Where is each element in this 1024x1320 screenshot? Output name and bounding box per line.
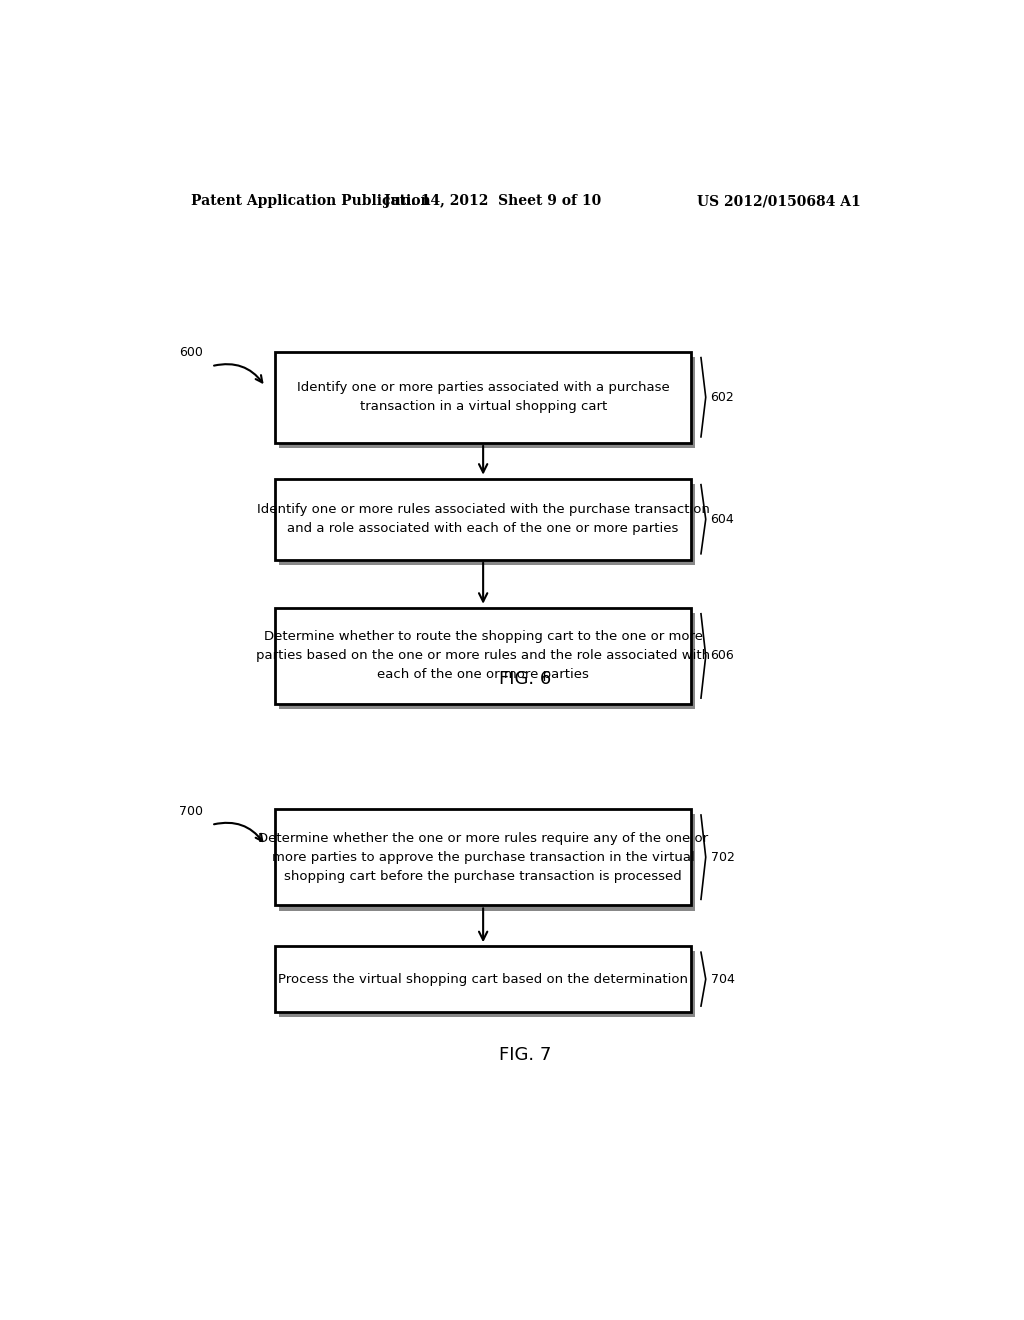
FancyBboxPatch shape <box>274 351 691 444</box>
Text: Jun. 14, 2012  Sheet 9 of 10: Jun. 14, 2012 Sheet 9 of 10 <box>384 194 602 209</box>
Text: Patent Application Publication: Patent Application Publication <box>191 194 431 209</box>
FancyBboxPatch shape <box>279 483 695 565</box>
FancyBboxPatch shape <box>279 612 695 709</box>
FancyBboxPatch shape <box>279 814 695 911</box>
Text: 604: 604 <box>711 512 734 525</box>
Text: Identify one or more parties associated with a purchase
transaction in a virtual: Identify one or more parties associated … <box>297 381 670 413</box>
Text: 700: 700 <box>179 805 204 818</box>
Text: Identify one or more rules associated with the purchase transaction
and a role a: Identify one or more rules associated wi… <box>257 503 710 535</box>
Text: Determine whether to route the shopping cart to the one or more
parties based on: Determine whether to route the shopping … <box>256 631 711 681</box>
FancyBboxPatch shape <box>274 809 691 906</box>
Text: 600: 600 <box>179 346 204 359</box>
Text: 602: 602 <box>711 391 734 404</box>
Text: Process the virtual shopping cart based on the determination: Process the virtual shopping cart based … <box>279 973 688 986</box>
Text: FIG. 6: FIG. 6 <box>499 669 551 688</box>
FancyBboxPatch shape <box>274 479 691 560</box>
FancyBboxPatch shape <box>279 356 695 447</box>
Text: 702: 702 <box>711 850 734 863</box>
Text: 606: 606 <box>711 649 734 663</box>
FancyBboxPatch shape <box>274 946 691 1012</box>
Text: US 2012/0150684 A1: US 2012/0150684 A1 <box>697 194 860 209</box>
FancyBboxPatch shape <box>274 607 691 704</box>
FancyBboxPatch shape <box>279 952 695 1018</box>
Text: 704: 704 <box>711 973 734 986</box>
Text: FIG. 7: FIG. 7 <box>499 1045 551 1064</box>
Text: Determine whether the one or more rules require any of the one or
more parties t: Determine whether the one or more rules … <box>258 832 709 883</box>
